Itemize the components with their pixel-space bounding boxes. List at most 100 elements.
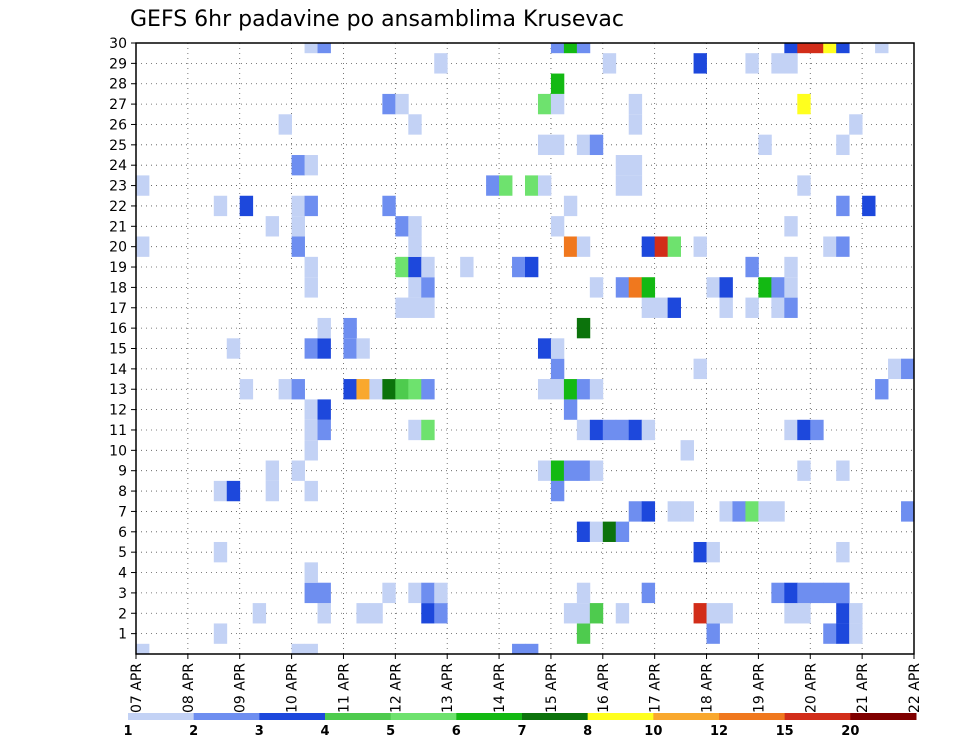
heatmap-cell	[408, 419, 422, 441]
heatmap-cell	[343, 338, 357, 359]
heatmap-cell	[615, 175, 630, 196]
colorbar-swatch	[522, 713, 589, 720]
heatmap-cell	[226, 480, 241, 502]
heatmap-cell	[667, 297, 681, 318]
heatmap-cell	[304, 582, 318, 604]
heatmap-cell	[343, 317, 357, 339]
heatmap-cell	[784, 43, 798, 54]
x-tick-label: 15 APR	[544, 663, 560, 713]
y-tick-label: 6	[118, 525, 127, 541]
heatmap-cell	[304, 155, 318, 176]
heatmap-cell	[654, 236, 669, 257]
heatmap-cell	[356, 338, 370, 359]
heatmap-cell	[641, 297, 656, 318]
heatmap-cell	[304, 399, 318, 420]
heatmap-cell	[537, 460, 552, 481]
colorbar-label: 5	[386, 724, 395, 739]
y-tick-label: 15	[109, 342, 127, 358]
x-tick-label: 19 APR	[751, 663, 767, 713]
heatmap-cell	[421, 256, 435, 278]
heatmap-cell	[576, 134, 591, 156]
colorbar-swatch	[325, 713, 392, 720]
heatmap-cell	[667, 236, 681, 257]
heatmap-cell	[317, 338, 331, 359]
heatmap-cell	[771, 53, 785, 74]
heatmap-cell	[537, 338, 552, 359]
x-tick-label: 17 APR	[648, 663, 664, 713]
heatmap-cell	[395, 297, 409, 318]
x-tick-label: 21 APR	[855, 663, 871, 713]
heatmap-cell	[239, 379, 254, 400]
colorbar-label: 1	[123, 724, 132, 739]
heatmap-cell	[576, 43, 591, 54]
heatmap-cell	[408, 582, 422, 604]
heatmap-cell	[317, 582, 331, 604]
heatmap-cell	[888, 358, 902, 380]
heatmap-cell	[810, 419, 824, 441]
heatmap-cell	[849, 603, 863, 624]
heatmap-cell	[836, 541, 850, 563]
heatmap-cell	[265, 480, 280, 502]
heatmap-cell	[758, 501, 772, 522]
heatmap-cell	[550, 460, 565, 481]
heatmap-cell	[317, 399, 331, 420]
heatmap-cell	[901, 501, 914, 522]
heatmap-cell	[836, 623, 850, 644]
heatmap-cell	[641, 277, 656, 298]
colorbar-swatch	[784, 713, 851, 720]
heatmap-cell	[771, 297, 785, 318]
heatmap-cell	[278, 114, 292, 135]
heatmap-cell	[136, 236, 150, 257]
x-tick-label: 08 APR	[181, 663, 197, 713]
heatmap-cell	[680, 440, 694, 461]
heatmap-cell	[576, 236, 591, 257]
heatmap-cell	[563, 460, 578, 481]
heatmap-cell	[836, 134, 850, 156]
heatmap-cell	[706, 541, 720, 563]
heatmap-cell	[797, 93, 811, 115]
heatmap-cell	[784, 277, 798, 298]
heatmap-cell	[654, 297, 669, 318]
heatmap-cell	[304, 480, 318, 502]
heatmap-cell	[784, 256, 798, 278]
heatmap-cell	[537, 134, 552, 156]
heatmap-cells	[136, 43, 914, 654]
colorbar-swatch	[390, 713, 457, 720]
heatmap-cell	[719, 297, 733, 318]
y-tick-label: 9	[118, 464, 127, 480]
x-tick-label: 11 APR	[336, 663, 352, 713]
heatmap-cell	[136, 643, 150, 654]
y-tick-label: 22	[109, 199, 127, 215]
heatmap-cell	[875, 379, 889, 400]
heatmap-cell	[771, 582, 785, 604]
y-tick-label: 11	[109, 423, 127, 439]
heatmap-cell	[563, 603, 578, 624]
heatmap-cell	[589, 521, 604, 542]
heatmap-cell	[408, 297, 422, 318]
heatmap-cell	[395, 379, 409, 400]
heatmap-cell	[784, 297, 798, 318]
heatmap-cell	[291, 155, 305, 176]
heatmap-cell	[745, 53, 759, 74]
heatmap-cell	[875, 43, 889, 54]
x-tick-label: 09 APR	[233, 663, 249, 713]
heatmap-cell	[421, 379, 435, 400]
heatmap-cell	[356, 603, 370, 624]
heatmap-cell	[213, 480, 228, 502]
heatmap-cell	[460, 256, 474, 278]
heatmap-cell	[434, 603, 448, 624]
heatmap-cell	[291, 195, 305, 217]
heatmap-cell	[589, 134, 604, 156]
heatmap-cell	[797, 582, 811, 604]
heatmap-cell	[576, 603, 591, 624]
colorbar-swatch	[653, 713, 720, 720]
heatmap-cell	[408, 256, 422, 278]
grid-lines	[136, 42, 914, 654]
heatmap-cell	[369, 379, 383, 400]
heatmap-cell	[784, 419, 798, 441]
y-tick-label: 8	[118, 484, 127, 500]
heatmap-cell	[693, 541, 707, 563]
heatmap-cell	[576, 379, 591, 400]
y-tick-label: 26	[109, 117, 127, 133]
